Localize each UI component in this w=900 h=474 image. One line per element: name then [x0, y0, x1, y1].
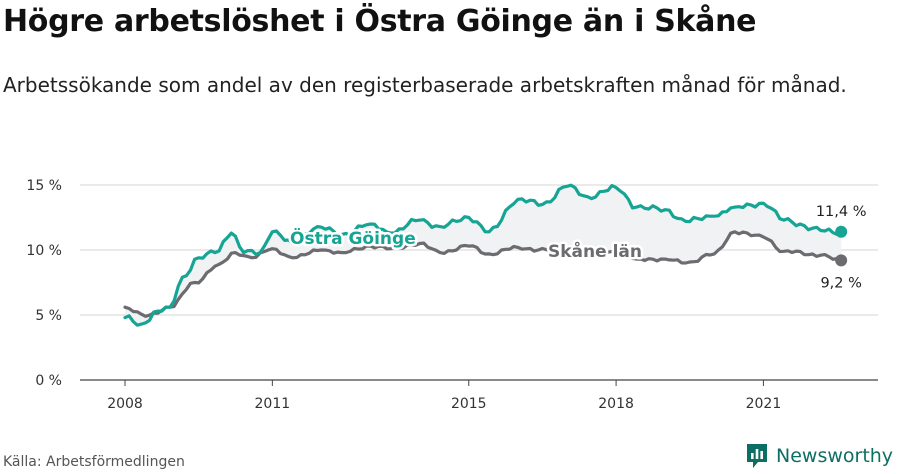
chart-subtitle: Arbetssökande som andel av den registerb…	[3, 73, 847, 97]
series-label-skane: Skåne län	[548, 240, 642, 262]
gap-band	[125, 185, 842, 326]
source-note: Källa: Arbetsförmedlingen	[3, 454, 185, 470]
x-tick-label: 2021	[746, 396, 782, 412]
y-tick-label: 10 %	[26, 243, 62, 259]
endpoint-marker-skane	[835, 254, 848, 267]
series-label-ostra-goinge: Östra Göinge	[290, 227, 416, 249]
y-tick-label: 15 %	[26, 178, 62, 194]
x-tick-label: 2018	[598, 396, 634, 412]
end-value-label-skane: 9,2 %	[820, 275, 861, 291]
series-lines	[123, 183, 848, 327]
brand-name: Newsworthy	[776, 445, 894, 467]
x-tick-label: 2011	[255, 396, 291, 412]
x-axis: 2008 2011 2015 2018 2021	[107, 380, 781, 412]
series-line-ostra-goinge	[123, 183, 843, 327]
y-tick-label: 5 %	[35, 308, 62, 324]
gridlines: 0 % 5 % 10 % 15 %	[26, 178, 878, 389]
x-tick-label: 2008	[107, 396, 143, 412]
chart-title: Högre arbetslöshet i Östra Göinge än i S…	[3, 4, 757, 39]
x-tick-label: 2015	[451, 396, 487, 412]
end-value-label-ostra-goinge: 11,4 %	[816, 204, 867, 220]
data-labels: Östra Göinge Skåne län 11,4 % 9,2 %	[288, 204, 867, 292]
endpoint-marker-ostra-goinge	[835, 225, 848, 238]
y-tick-label: 0 %	[35, 373, 62, 389]
newsworthy-logo-icon	[747, 444, 767, 468]
series-line-skane	[123, 230, 843, 318]
brand-logo: Newsworthy	[745, 441, 893, 471]
